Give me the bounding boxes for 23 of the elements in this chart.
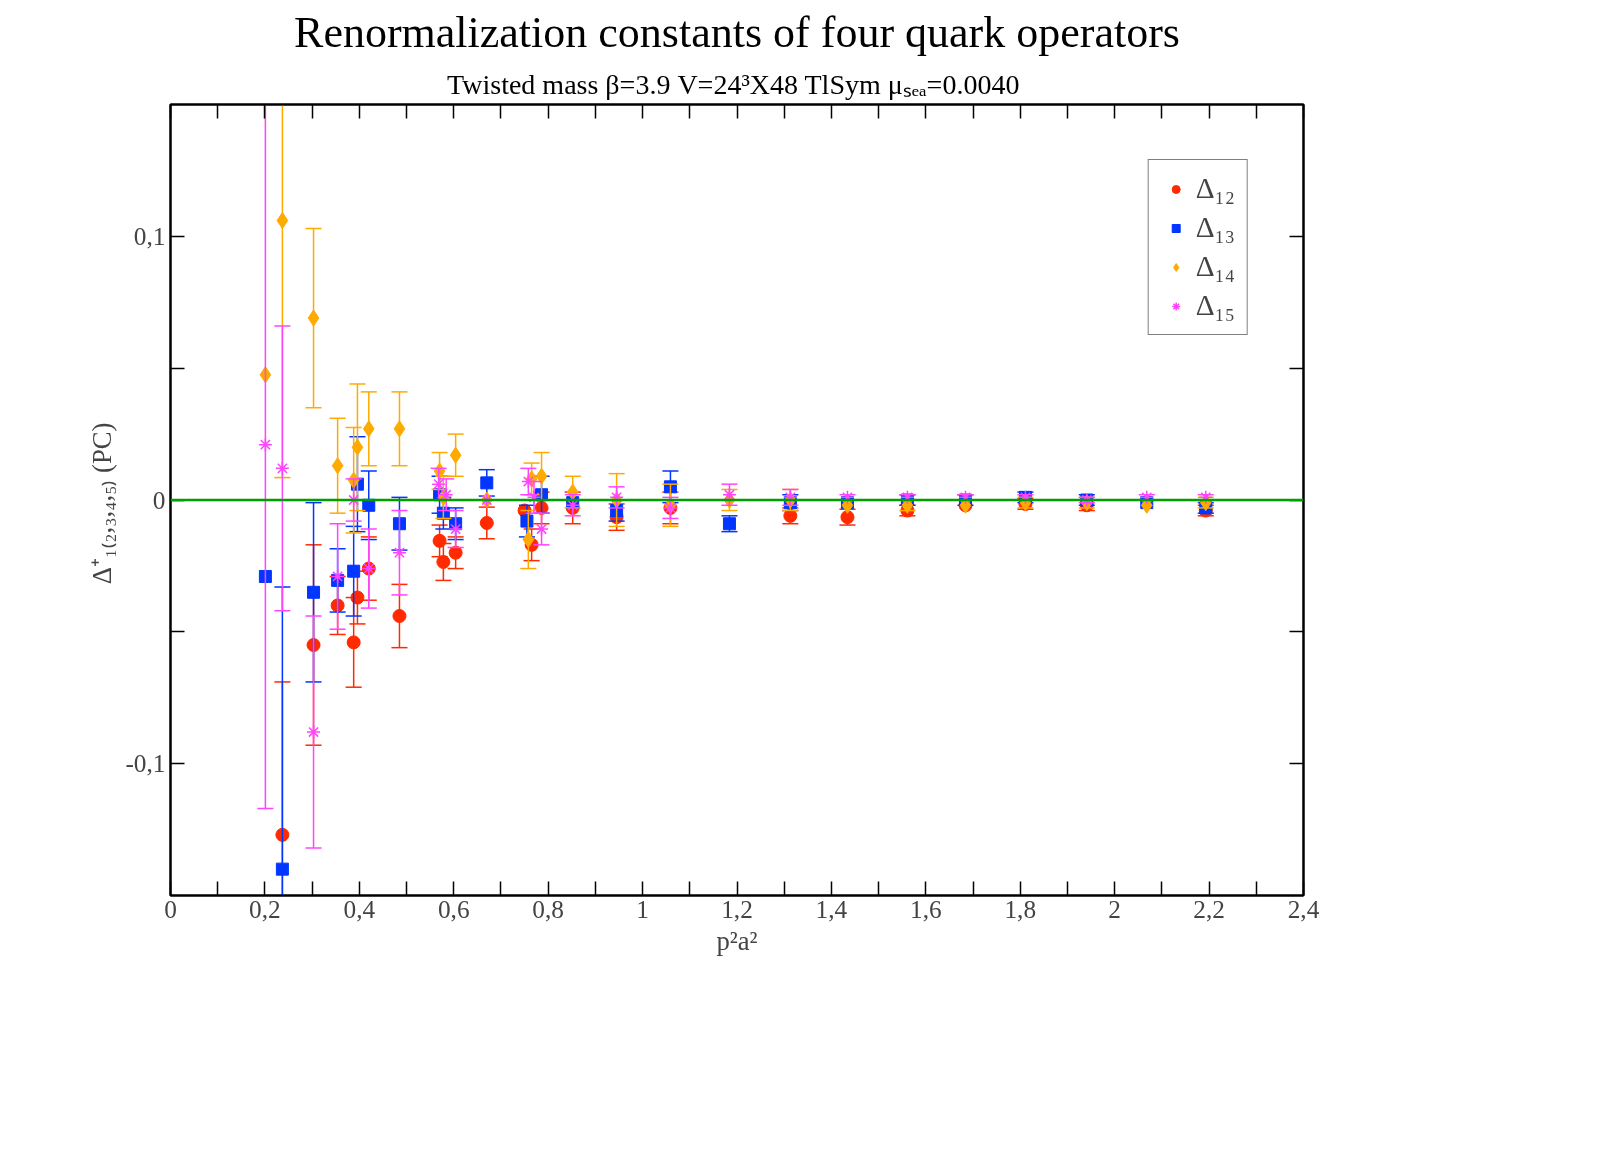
chart-title: Renormalization constants of four quark operators — [294, 7, 1180, 57]
x-tick-label: 2,2 — [1193, 894, 1225, 923]
y-axis-title: Δ⁺₁₍₂,₃,₄,₅₎ (PC) — [87, 422, 118, 585]
x-tick-label: 0,2 — [249, 894, 281, 923]
y-tick-label: 0,1 — [133, 221, 166, 250]
x-tick-label: 1 — [636, 894, 649, 923]
x-tick-label: 1,8 — [1004, 894, 1037, 923]
x-tick-label: 1,2 — [721, 894, 753, 923]
legend-label: Δ₁₅ — [1195, 289, 1235, 322]
legend-label: Δ₁₄ — [1195, 250, 1235, 283]
y-tick-label: -0,1 — [125, 749, 166, 778]
x-tick-label: 2,4 — [1287, 894, 1320, 923]
x-axis-title: p²a² — [716, 925, 758, 956]
legend-label: Δ₁₃ — [1195, 211, 1235, 244]
x-tick-label: 1,6 — [910, 894, 942, 923]
x-tick-label: 2 — [1108, 894, 1122, 923]
x-tick-label: 0,8 — [532, 894, 565, 923]
chart-subtitle: Twisted mass β=3.9 V=24³X48 TlSym μₛₑₐ=0.0040 — [447, 68, 1020, 100]
x-tick-label: 1,4 — [815, 894, 848, 923]
x-tick-label: 0,4 — [343, 894, 376, 923]
x-tick-label: 0,6 — [437, 894, 470, 923]
legend-label: Δ₁₂ — [1195, 172, 1235, 205]
y-tick-label: 0 — [152, 485, 166, 514]
